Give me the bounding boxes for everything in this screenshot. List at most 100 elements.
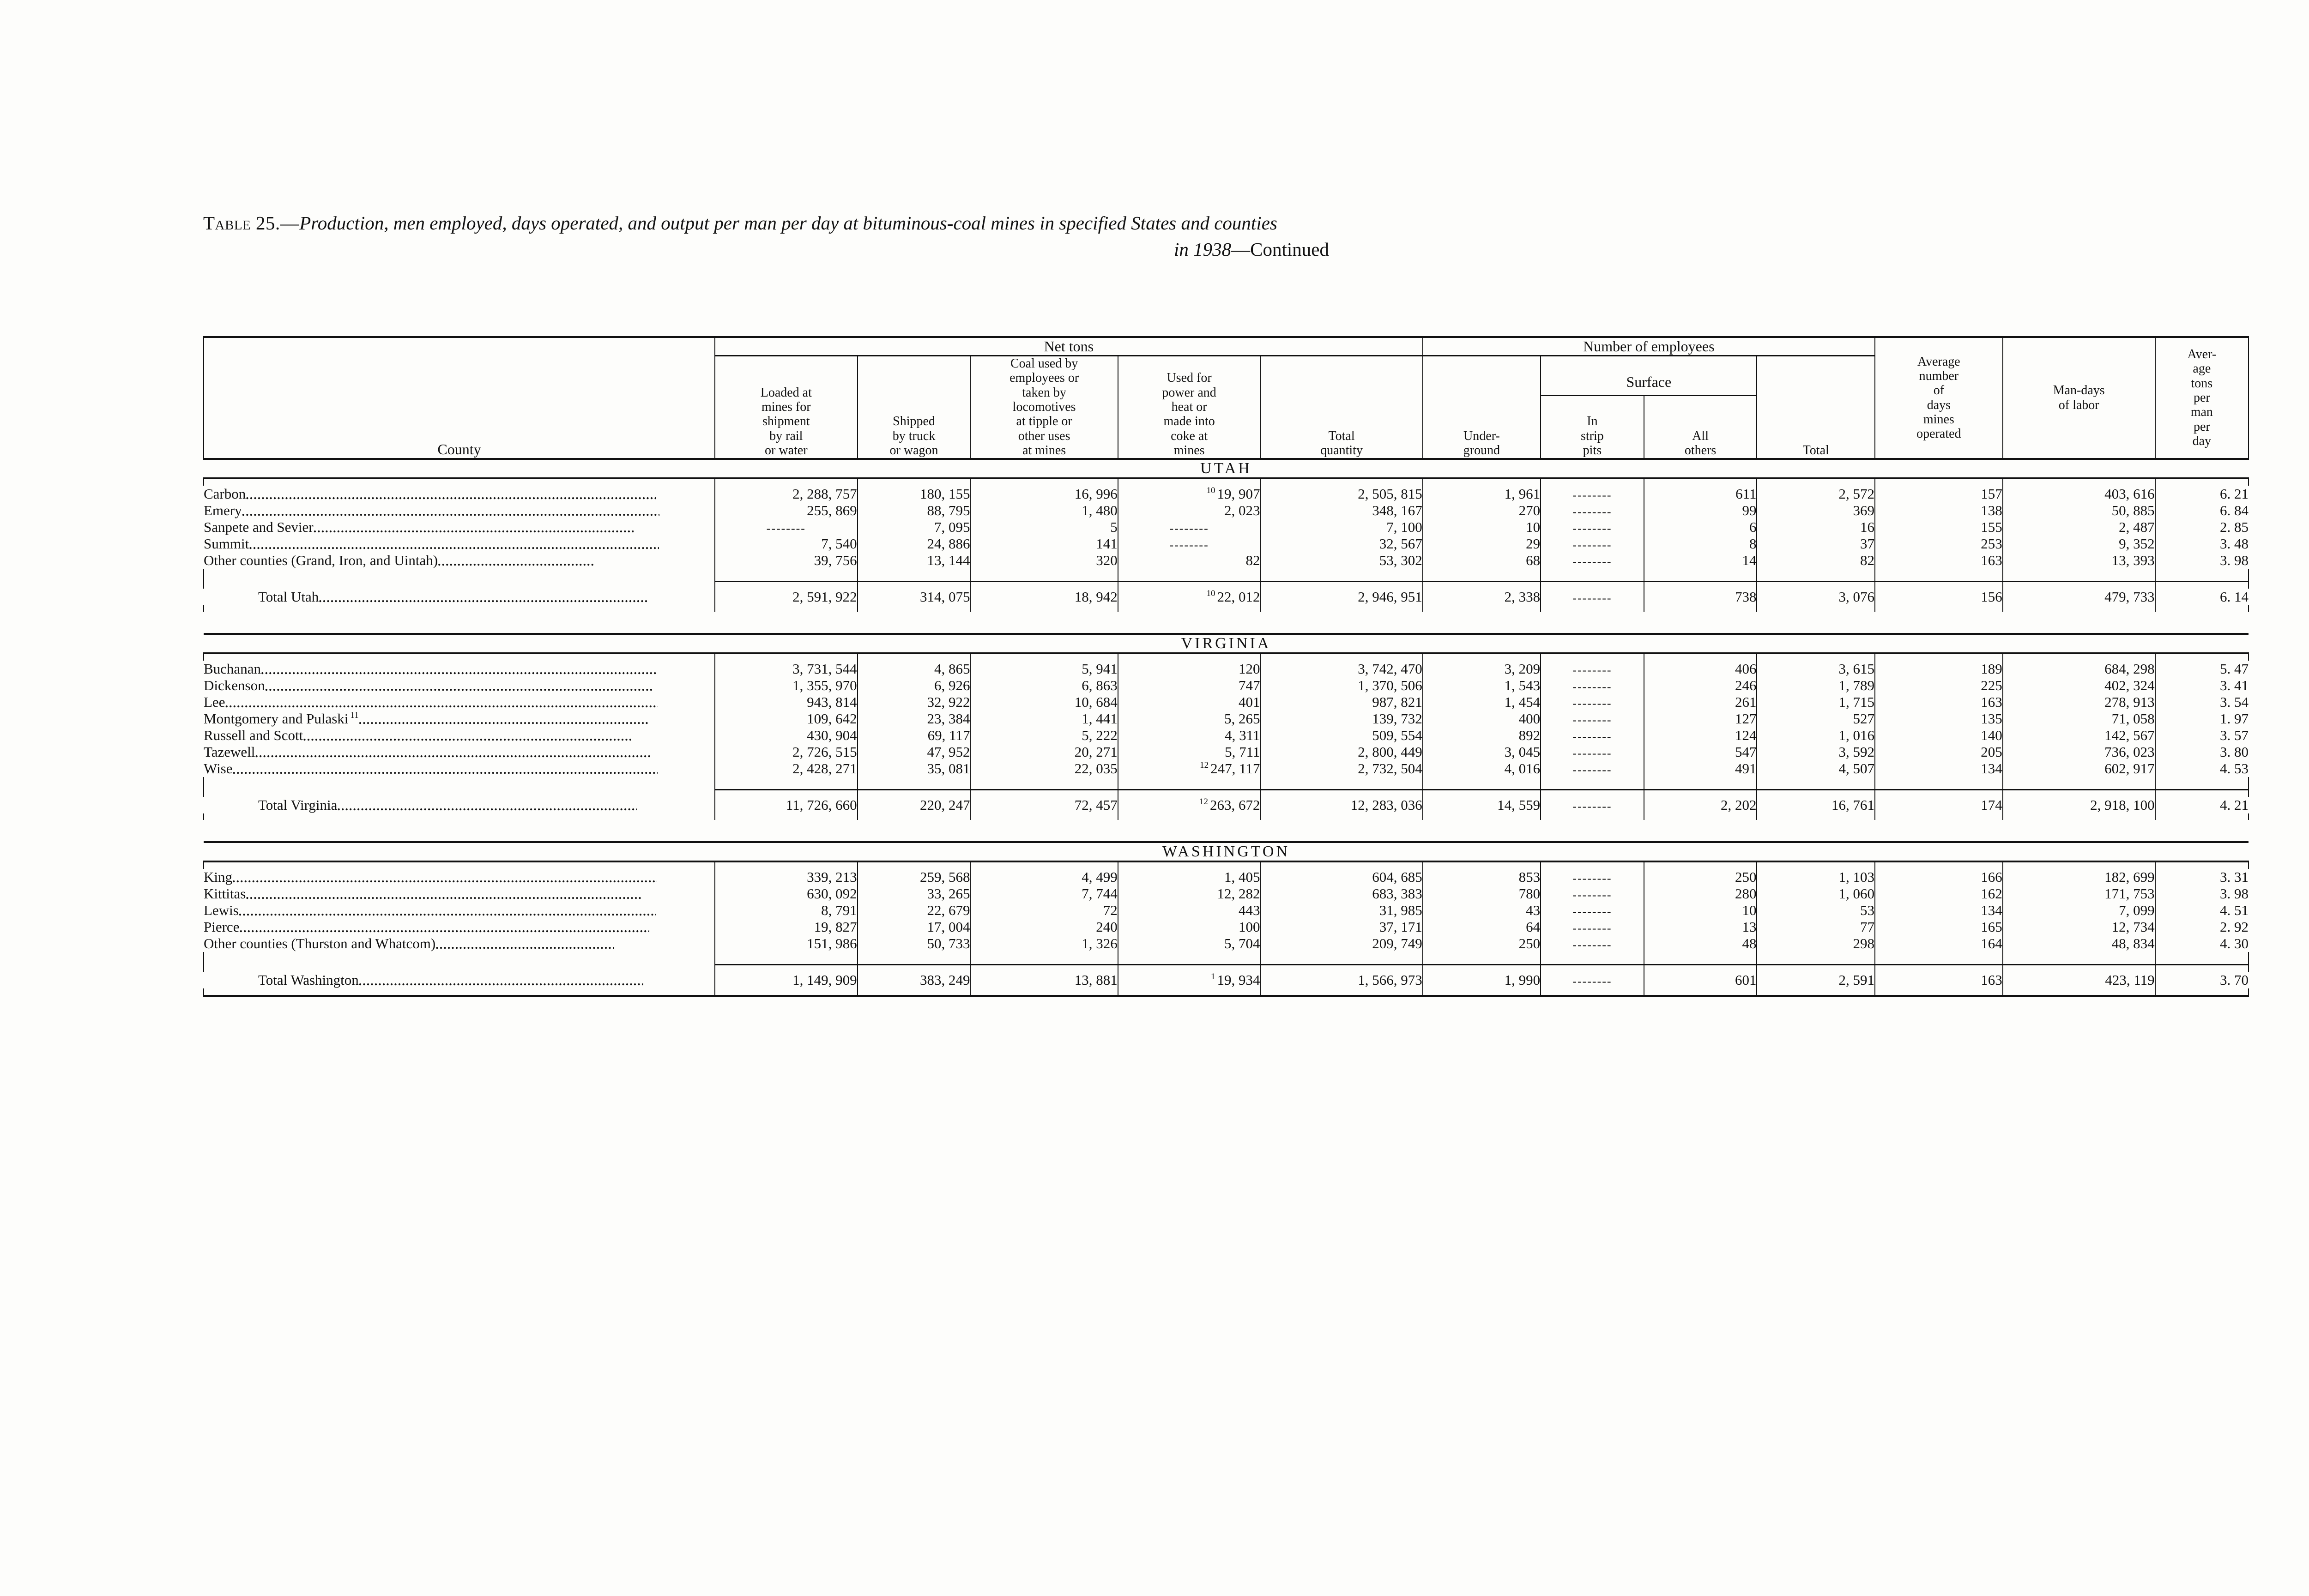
state-band-row: UTAH — [204, 458, 2249, 478]
row-county-label: Kittitas................................… — [204, 885, 715, 902]
cell-man-days: 171, 753 — [2002, 885, 2155, 902]
row-county-label: Total Washington........................… — [204, 972, 715, 988]
row-county-label: Total Utah..............................… — [204, 589, 715, 605]
cell-man-days: 12, 734 — [2002, 918, 2155, 935]
row-county-label: Emery...................................… — [204, 502, 715, 519]
county-name: Lewis — [204, 902, 239, 918]
cell-underground: 1, 543 — [1422, 677, 1541, 694]
cell-man-days: 684, 298 — [2002, 660, 2155, 677]
state-heading: UTAH — [1200, 459, 1252, 477]
dot-leader: ........................................… — [225, 696, 658, 710]
cell-all-others: 8 — [1643, 535, 1757, 552]
cell-loaded: 3, 731, 544 — [714, 660, 858, 677]
cell-man-days: 142, 567 — [2002, 727, 2155, 744]
cell-coal-used: 320 — [970, 552, 1118, 569]
header-underground: Under-ground — [1422, 355, 1541, 459]
cell-shipped: 50, 733 — [857, 935, 971, 952]
caption-continued: —Continued — [1231, 238, 1329, 260]
cell-power-heat: 5, 711 — [1117, 743, 1261, 760]
cell-total-quantity: 1, 566, 973 — [1260, 971, 1423, 988]
row-county-label: Lee.....................................… — [204, 694, 715, 711]
cell-coal-used: 5, 941 — [970, 660, 1118, 677]
cell-strip-pits-empty: -------- — [1540, 885, 1644, 902]
header-strip-pits: In strip pits — [1540, 395, 1644, 459]
cell-man-days: 736, 023 — [2002, 743, 2155, 760]
cell-underground: 853 — [1422, 868, 1541, 885]
cell-underground: 250 — [1422, 935, 1541, 952]
dot-leader: ........................................… — [232, 871, 658, 885]
cell-shipped: 4, 865 — [857, 660, 971, 677]
header-man-days: Man-days of labor — [2002, 337, 2155, 459]
cell-power-heat: 12, 282 — [1117, 885, 1261, 902]
cell-loaded: 943, 814 — [714, 693, 858, 711]
dot-leader: ........................................… — [337, 799, 636, 813]
cell-power-heat: 443 — [1117, 902, 1261, 919]
table-header-group-row: County Net tons Number of employees Aver… — [203, 337, 2249, 459]
cell-underground: 14, 559 — [1422, 796, 1541, 813]
cell-shipped: 7, 095 — [857, 518, 971, 536]
cell-total-quantity: 509, 554 — [1260, 727, 1423, 744]
cell-avg-days: 156 — [1874, 588, 2003, 605]
cell-coal-used: 22, 035 — [970, 760, 1118, 777]
cell-avg-tons: 4. 30 — [2154, 935, 2249, 952]
section-subtotal-rule — [203, 964, 2249, 972]
cell-strip-pits-empty: -------- — [1540, 902, 1644, 919]
cell-avg-tons: 2. 85 — [2154, 518, 2249, 536]
cell-man-days: 479, 733 — [2002, 588, 2155, 605]
county-name: Pierce — [204, 918, 240, 935]
dot-leader: ........................................… — [319, 591, 648, 605]
cell-power-heat: 12 247, 117 — [1117, 760, 1261, 777]
cell-strip-pits-empty: -------- — [1540, 743, 1644, 760]
footnote-marker: 10 — [1206, 589, 1215, 599]
cell-all-others: 738 — [1643, 588, 1757, 605]
cell-underground: 1, 454 — [1422, 693, 1541, 711]
cell-underground: 68 — [1422, 552, 1541, 569]
county-name: Other counties (Grand, Iron, and Uintah) — [204, 552, 438, 568]
cell-underground: 3, 209 — [1422, 660, 1541, 677]
cell-total-quantity: 139, 732 — [1260, 710, 1423, 727]
table-row: King....................................… — [204, 868, 2249, 885]
cell-employees-total: 1, 016 — [1756, 727, 1875, 744]
cell-total-quantity: 12, 283, 036 — [1260, 796, 1423, 813]
county-name: Sanpete and Sevier — [204, 518, 314, 535]
cell-all-others: 99 — [1643, 502, 1757, 519]
cell-coal-used: 141 — [970, 535, 1118, 552]
cell-power-heat: 10 19, 907 — [1117, 485, 1261, 502]
cell-avg-days: 162 — [1874, 885, 2003, 902]
cell-total-quantity: 53, 302 — [1260, 552, 1423, 569]
cell-strip-pits-empty: -------- — [1540, 485, 1644, 502]
cell-power-heat: 4, 311 — [1117, 727, 1261, 744]
cell-power-heat: 5, 265 — [1117, 710, 1261, 727]
cell-underground: 4, 016 — [1422, 760, 1541, 777]
cell-avg-tons: 4. 51 — [2154, 902, 2249, 919]
cell-all-others: 14 — [1643, 552, 1757, 569]
cell-coal-used: 6, 863 — [970, 677, 1118, 694]
cell-avg-days: 134 — [1874, 760, 2003, 777]
cell-avg-tons: 6. 21 — [2154, 485, 2249, 502]
cell-avg-days: 165 — [1874, 918, 2003, 935]
cell-shipped: 47, 952 — [857, 743, 971, 760]
cell-avg-days: 138 — [1874, 502, 2003, 519]
cell-total-quantity: 7, 100 — [1260, 518, 1423, 536]
table-row: Sanpete and Sevier......................… — [204, 518, 2249, 536]
section-bottom-pad — [203, 813, 2249, 820]
header-county: County — [203, 337, 715, 459]
cell-avg-days: 205 — [1874, 743, 2003, 760]
cell-man-days: 2, 487 — [2002, 518, 2155, 536]
cell-all-others: 127 — [1643, 710, 1757, 727]
dot-leader: ........................................… — [438, 554, 593, 568]
dot-leader: ........................................… — [358, 974, 643, 988]
cell-employees-total: 298 — [1756, 935, 1875, 952]
dot-leader: ........................................… — [358, 713, 649, 727]
cell-avg-days: 163 — [1874, 693, 2003, 711]
table-row: Pierce..................................… — [204, 918, 2249, 935]
cell-coal-used: 240 — [970, 918, 1118, 935]
cell-avg-days: 253 — [1874, 535, 2003, 552]
state-heading: VIRGINIA — [1181, 634, 1271, 652]
caption-line1: Production, men employed, days operated,… — [299, 212, 1277, 234]
cell-employees-total: 37 — [1756, 535, 1875, 552]
cell-all-others: 10 — [1643, 902, 1757, 919]
header-employees-total: Total — [1756, 355, 1875, 459]
cell-all-others: 246 — [1643, 677, 1757, 694]
